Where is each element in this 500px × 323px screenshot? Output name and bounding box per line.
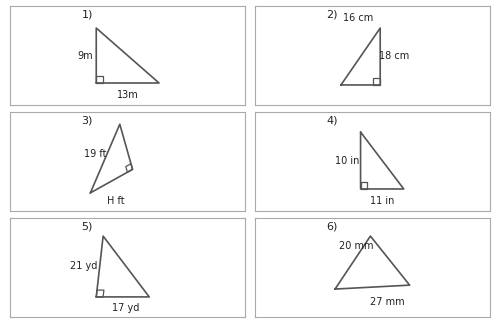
Text: 18 cm: 18 cm: [379, 50, 409, 60]
Text: 9m: 9m: [78, 50, 94, 60]
Text: H ft: H ft: [107, 196, 124, 206]
Text: 21 yd: 21 yd: [70, 261, 97, 271]
Text: 2): 2): [326, 9, 338, 19]
Text: 4): 4): [326, 115, 338, 125]
Text: 1): 1): [82, 9, 93, 19]
Text: 16 cm: 16 cm: [344, 13, 374, 23]
Text: 3): 3): [82, 115, 93, 125]
Text: 11 in: 11 in: [370, 196, 394, 206]
Text: 19 ft: 19 ft: [84, 149, 106, 159]
Text: 20 mm: 20 mm: [340, 241, 374, 251]
Text: 13m: 13m: [117, 90, 138, 100]
Text: 5): 5): [82, 221, 93, 231]
Text: 10 in: 10 in: [334, 155, 359, 165]
Text: 17 yd: 17 yd: [112, 303, 140, 313]
Text: 6): 6): [326, 221, 338, 231]
Text: 27 mm: 27 mm: [370, 297, 404, 307]
